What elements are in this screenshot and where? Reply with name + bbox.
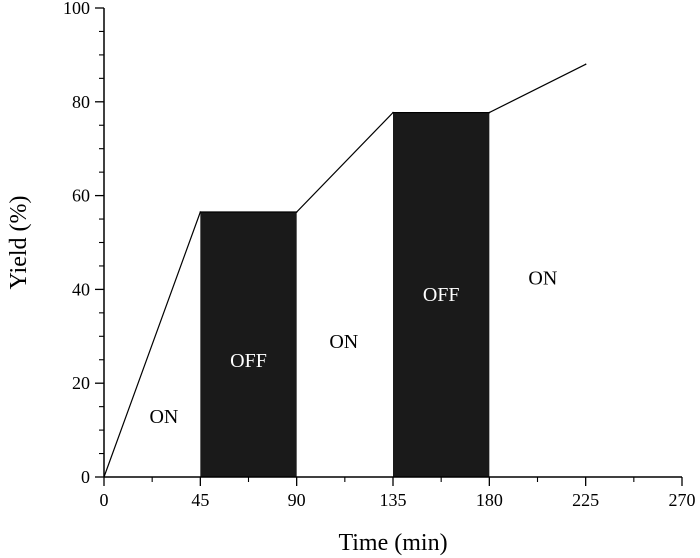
x-tick-label: 180 <box>476 490 503 510</box>
x-tick-label: 45 <box>191 490 209 510</box>
label-layer: OFF OFF ON ON ON <box>149 268 557 428</box>
y-tick-label: 80 <box>72 92 90 112</box>
x-tick-label: 270 <box>669 490 696 510</box>
off-region-bar <box>393 112 490 477</box>
off-region-label: OFF <box>230 350 267 372</box>
y-tick-label: 60 <box>72 186 90 206</box>
y-tick-label: 20 <box>72 373 90 393</box>
x-tick-label: 135 <box>380 490 407 510</box>
yield-data-point <box>392 111 394 114</box>
tick-layer: 0 45 90 135 180 225 270 0 20 40 60 80 100 <box>63 0 696 510</box>
axes <box>103 8 682 478</box>
x-axis-title: Time (min) <box>338 530 447 556</box>
x-tick-label: 225 <box>572 490 599 510</box>
off-region-bar <box>200 212 297 477</box>
on-region-label: ON <box>329 331 358 353</box>
yield-data-point <box>295 211 298 213</box>
y-axis-title: Yield (%) <box>6 196 32 290</box>
on-region-label: ON <box>528 268 557 290</box>
shaded-region-layer <box>200 112 490 477</box>
y-tick-label: 100 <box>63 0 90 18</box>
x-tick-label: 90 <box>288 490 306 510</box>
yield-data-point <box>584 63 587 66</box>
yield-data-point <box>103 476 105 478</box>
yield-data-point <box>488 111 491 114</box>
on-region-label: ON <box>149 406 178 428</box>
x-tick-label: 0 <box>100 490 109 510</box>
off-region-label: OFF <box>423 284 460 306</box>
yield-series-line <box>103 63 586 478</box>
y-tick-label: 0 <box>81 467 90 487</box>
yield-data-point <box>199 211 202 213</box>
y-tick-label: 40 <box>72 279 90 299</box>
series-line-layer <box>103 63 587 478</box>
